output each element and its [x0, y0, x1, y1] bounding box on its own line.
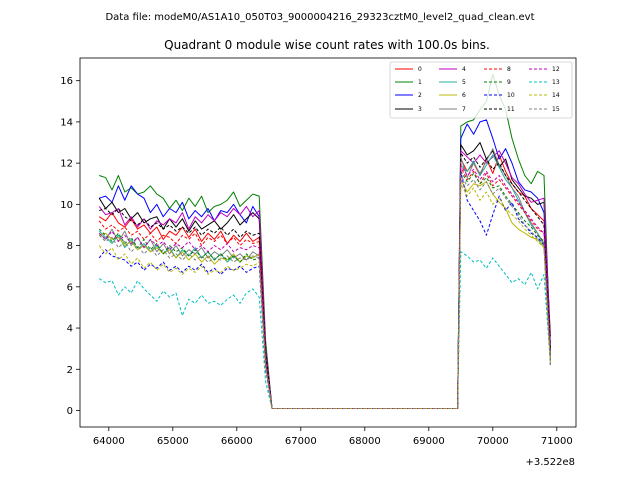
- legend-label-4: 4: [462, 66, 466, 73]
- y-tick-label: 10: [60, 200, 73, 211]
- x-tick-label: 69000: [413, 436, 445, 447]
- series-line-0: [98, 154, 551, 409]
- legend-label-0: 0: [418, 66, 422, 73]
- series-line-11: [99, 152, 551, 409]
- x-tick-label: 68000: [349, 436, 381, 447]
- axes-frame: [79, 57, 577, 428]
- series-line-10: [98, 170, 551, 409]
- series-line-9: [98, 170, 551, 409]
- x-tick-label: 67000: [285, 436, 317, 447]
- legend-label-11: 11: [507, 106, 515, 113]
- series-line-15: [98, 175, 551, 409]
- x-tick-label: 71000: [541, 436, 573, 447]
- y-tick-label: 8: [67, 241, 73, 252]
- series-line-12: [98, 164, 551, 409]
- y-tick-label: 6: [67, 282, 73, 293]
- series-line-14: [98, 183, 551, 409]
- legend-label-3: 3: [418, 106, 422, 113]
- legend-label-8: 8: [507, 66, 511, 73]
- plot-background: [80, 58, 576, 427]
- y-tick-label: 0: [67, 406, 73, 417]
- y-tick-label: 4: [67, 324, 73, 335]
- legend-label-9: 9: [507, 79, 511, 86]
- data-file-label: Data file: modeM0/AS1A10_050T03_90000042…: [105, 12, 534, 23]
- y-tick-label: 14: [60, 117, 73, 128]
- legend-label-2: 2: [418, 92, 422, 99]
- series-line-13: [98, 251, 551, 409]
- legend-label-6: 6: [462, 92, 466, 99]
- legend-label-1: 1: [418, 79, 422, 86]
- y-tick-label: 2: [67, 365, 73, 376]
- series-line-2: [99, 119, 551, 409]
- x-tick-label: 65000: [157, 436, 189, 447]
- legend-label-12: 12: [552, 66, 560, 73]
- x-offset-label: +3.522e8: [525, 457, 575, 468]
- x-tick-label: 70000: [477, 436, 509, 447]
- legend-label-7: 7: [462, 106, 466, 113]
- plot-area: [79, 57, 577, 428]
- legend-label-13: 13: [552, 79, 560, 86]
- y-tick-label: 16: [60, 76, 73, 87]
- legend-label-10: 10: [507, 92, 515, 99]
- x-tick-label: 64000: [93, 436, 125, 447]
- chart-title: Quadrant 0 module wise count rates with …: [164, 38, 490, 52]
- legend-label-15: 15: [552, 106, 560, 113]
- y-axis: 0 2 4 6 8 10 12 14 16: [60, 76, 80, 417]
- x-axis: 64000 65000 66000 67000 68000 69000 70000 71000: [93, 427, 573, 447]
- legend-label-5: 5: [462, 79, 466, 86]
- series-layer: [98, 73, 551, 409]
- legend-frame: [389, 61, 573, 119]
- x-tick-label: 66000: [221, 436, 253, 447]
- legend-label-14: 14: [552, 92, 560, 99]
- y-tick-label: 12: [60, 159, 73, 170]
